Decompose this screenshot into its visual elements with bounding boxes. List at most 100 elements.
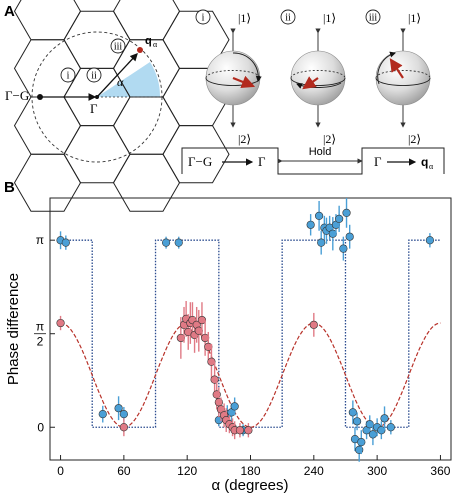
hold-label: Hold bbox=[309, 146, 332, 158]
hex-cell bbox=[63, 125, 131, 184]
state-vector-arrow bbox=[389, 58, 404, 79]
step-marker-ii: ii bbox=[86, 67, 102, 83]
sphere-number-text: ii bbox=[285, 13, 291, 24]
sphere-number-text: i bbox=[202, 13, 205, 24]
data-point bbox=[425, 233, 434, 248]
data-point bbox=[317, 230, 326, 255]
seq-right-from: Γ bbox=[374, 154, 382, 169]
ket-one-label: |1⟩ bbox=[408, 11, 421, 25]
state-vector-arrow bbox=[232, 75, 256, 89]
data-point bbox=[309, 312, 318, 337]
data-point bbox=[335, 205, 344, 232]
data-point bbox=[365, 415, 374, 434]
gamma-point bbox=[95, 95, 99, 99]
point-marker bbox=[119, 423, 128, 432]
hex-cell bbox=[112, 153, 181, 212]
point-marker bbox=[114, 404, 123, 413]
sphere-number-text: iii bbox=[369, 13, 378, 24]
data-point bbox=[339, 236, 348, 261]
step-model-curve bbox=[60, 239, 441, 428]
data-point bbox=[352, 412, 362, 431]
x-tick-label: 180 bbox=[240, 464, 260, 478]
point-marker bbox=[368, 430, 378, 439]
data-point bbox=[357, 430, 366, 455]
panel-b-letter: B bbox=[4, 179, 15, 196]
ket-two-label: |2⟩ bbox=[408, 132, 421, 146]
point-marker bbox=[339, 244, 348, 253]
data-point bbox=[345, 224, 354, 249]
hex-cell bbox=[112, 96, 181, 155]
point-marker bbox=[61, 238, 70, 247]
point-marker bbox=[380, 414, 389, 423]
hex-cell bbox=[112, 0, 181, 41]
data-point bbox=[61, 235, 70, 250]
data-point bbox=[207, 343, 216, 380]
angle-wedge bbox=[97, 62, 161, 97]
hex-cell bbox=[13, 153, 82, 212]
sequence-diagram bbox=[181, 147, 445, 175]
data-point bbox=[314, 200, 324, 231]
step-marker-iii: iii bbox=[110, 38, 126, 54]
step-marker-i: i bbox=[60, 67, 76, 83]
point-marker bbox=[119, 410, 128, 419]
x-axis-title: α (degrees) bbox=[211, 477, 288, 494]
point-marker bbox=[425, 236, 434, 245]
point-marker bbox=[244, 426, 253, 435]
x-tick-label: 300 bbox=[367, 464, 387, 478]
ket-one-label: |1⟩ bbox=[238, 11, 251, 25]
point-marker bbox=[317, 238, 326, 247]
gamma-g-point bbox=[37, 94, 43, 100]
data-point bbox=[204, 331, 213, 362]
x-tick-label: 360 bbox=[430, 464, 450, 478]
ket-one-label: |1⟩ bbox=[323, 11, 336, 25]
step-marker-i-text: i bbox=[67, 71, 70, 82]
point-marker bbox=[230, 402, 239, 411]
vector-q bbox=[96, 53, 138, 98]
point-marker bbox=[386, 423, 395, 432]
q-point bbox=[137, 47, 143, 53]
point-marker bbox=[348, 408, 357, 417]
point-marker bbox=[352, 417, 362, 426]
y-tick-label: 0 bbox=[37, 420, 44, 434]
data-point bbox=[322, 217, 331, 244]
ket-two-label: |2⟩ bbox=[238, 132, 251, 146]
point-marker bbox=[98, 410, 107, 419]
data-point bbox=[119, 418, 128, 437]
point-marker bbox=[309, 320, 318, 329]
y-tick-label-denominator: 2 bbox=[37, 335, 44, 349]
data-point bbox=[114, 396, 123, 421]
gamma-label: Γ bbox=[90, 101, 98, 116]
seq-right-sub: α bbox=[429, 162, 434, 171]
point-marker bbox=[314, 211, 324, 220]
data-point bbox=[174, 236, 183, 249]
y-tick-label: π bbox=[36, 320, 44, 334]
data-point bbox=[244, 423, 253, 438]
sphere-number-badge: ii bbox=[280, 9, 296, 25]
hexagonal-lattice bbox=[13, 0, 230, 212]
point-marker bbox=[306, 220, 315, 229]
seq-left-to: Γ bbox=[258, 154, 266, 169]
alpha-label: α bbox=[117, 75, 124, 89]
bloch-sphere: iii |1⟩ |2⟩ bbox=[365, 9, 431, 146]
q-subscript: α bbox=[153, 40, 158, 49]
data-point bbox=[235, 423, 245, 438]
hex-cell bbox=[13, 0, 82, 41]
data-point bbox=[386, 420, 395, 435]
y-tick-label: π bbox=[36, 233, 44, 247]
point-marker bbox=[235, 426, 245, 435]
x-tick-label: 60 bbox=[117, 464, 131, 478]
data-point bbox=[98, 405, 107, 423]
x-tick-label: 0 bbox=[57, 464, 64, 478]
step-marker-ii-text: ii bbox=[91, 71, 97, 82]
sphere-number-badge: i bbox=[195, 9, 211, 25]
step-marker-iii-text: iii bbox=[114, 42, 123, 53]
data-point bbox=[194, 309, 203, 352]
y-axis-title: Phase difference bbox=[5, 273, 22, 385]
data-point bbox=[56, 315, 65, 331]
sphere-number-badge: iii bbox=[365, 9, 381, 25]
data-point bbox=[306, 214, 315, 236]
data-point bbox=[342, 198, 351, 228]
point-marker bbox=[342, 208, 351, 217]
